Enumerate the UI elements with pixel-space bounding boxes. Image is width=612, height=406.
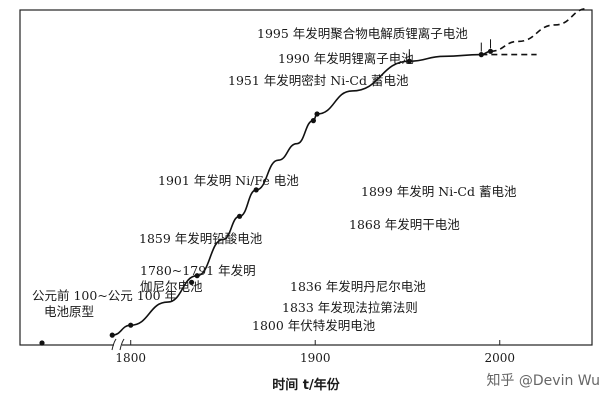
annotation-label-10: 1990 年发明锂离子电池	[278, 51, 414, 66]
axis-break-mark-left	[111, 338, 117, 351]
axis-break-mark-right	[119, 338, 125, 351]
watermark-text: 知乎 @Devin Wu	[486, 372, 600, 389]
annotation-label-2: 1800 年伏特发明电池	[252, 318, 376, 333]
series-line-1	[490, 7, 589, 53]
annotation-label-3: 1833 年发现法拉第法则	[282, 300, 418, 315]
data-point-1995	[487, 48, 494, 54]
annotation-label-6: 1868 年发明干电池	[349, 217, 460, 232]
data-point-origin	[39, 340, 45, 346]
annotation-label-4: 1836 年发明丹尼尔电池	[290, 279, 426, 294]
series-line-0	[112, 50, 491, 336]
series-group	[112, 7, 589, 336]
plot-frame	[19, 9, 593, 346]
annotation-label-1-line2: 伽尼尔电池	[140, 279, 203, 294]
x-tick-label-1800: 1800	[115, 351, 146, 365]
x-tick-label-2000: 2000	[484, 351, 515, 365]
data-point-1836	[194, 273, 200, 279]
annotation-label-11: 1995 年发明聚合物电解质锂离子电池	[257, 26, 468, 41]
x-axis-title: 时间 t/年份	[272, 377, 340, 393]
data-point-1990	[478, 52, 484, 58]
annotation-label-1: 1780~1791 年发明	[140, 263, 256, 278]
ticks-group: 1800 1900 2000	[115, 340, 515, 365]
annotation-label-7: 1899 年发明 Ni-Cd 蓄电池	[361, 184, 517, 199]
data-point-1899	[310, 118, 316, 124]
data-point-1790	[109, 332, 115, 338]
axis-break-gap	[114, 339, 122, 351]
data-point-1868	[253, 187, 259, 193]
annotation-label-0-line2: 电池原型	[44, 304, 94, 319]
annotation-label-9: 1951 年发明密封 Ni-Cd 蓄电池	[228, 73, 409, 88]
data-point-1859	[236, 213, 243, 219]
data-point-1901	[314, 111, 320, 117]
points-group	[39, 48, 494, 346]
data-point-1951	[406, 58, 412, 64]
axes-frame	[19, 9, 593, 351]
x-tick-label-1900: 1900	[300, 351, 331, 365]
data-point-1800	[128, 322, 134, 328]
annotation-label-0: 公元前 100~公元 100 年	[32, 288, 177, 303]
data-point-1833	[189, 279, 195, 285]
annotation-label-5: 1859 年发明铅酸电池	[139, 231, 263, 246]
annotation-label-8: 1901 年发明 Ni/Fe 电池	[158, 173, 299, 188]
